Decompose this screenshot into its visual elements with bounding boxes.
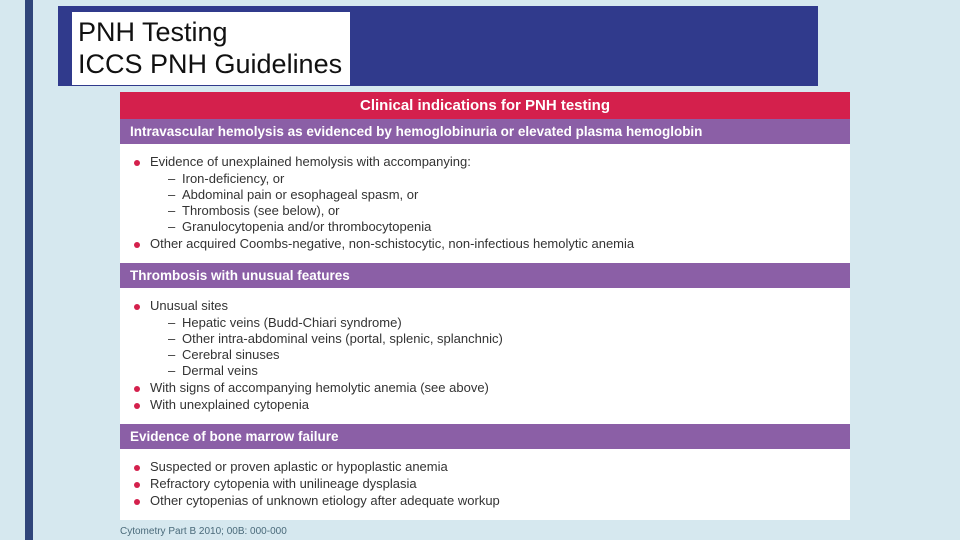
list-item: Other acquired Coombs-negative, non-schi…	[134, 236, 836, 251]
section-body-1: Unusual sites Hepatic veins (Budd-Chiari…	[120, 288, 850, 424]
sub-item: Abdominal pain or esophageal spasm, or	[168, 187, 836, 202]
section-header-1: Thrombosis with unusual features	[120, 263, 850, 288]
bullet-text: With unexplained cytopenia	[150, 397, 309, 412]
list-item: With unexplained cytopenia	[134, 397, 836, 412]
bullet-text: Other cytopenias of unknown etiology aft…	[150, 493, 500, 508]
list-item: With signs of accompanying hemolytic ane…	[134, 380, 836, 395]
sub-item: Other intra-abdominal veins (portal, spl…	[168, 331, 836, 346]
title-line2: ICCS PNH Guidelines	[78, 48, 342, 80]
sub-item: Cerebral sinuses	[168, 347, 836, 362]
bullet-text: Refractory cytopenia with unilineage dys…	[150, 476, 417, 491]
sub-item: Iron-deficiency, or	[168, 171, 836, 186]
bullet-text: Unusual sites	[150, 298, 228, 313]
bullet-text: With signs of accompanying hemolytic ane…	[150, 380, 489, 395]
sub-item: Thrombosis (see below), or	[168, 203, 836, 218]
sub-item: Hepatic veins (Budd-Chiari syndrome)	[168, 315, 836, 330]
list-item: Evidence of unexplained hemolysis with a…	[134, 154, 836, 234]
list-item: Other cytopenias of unknown etiology aft…	[134, 493, 836, 508]
section-body-0: Evidence of unexplained hemolysis with a…	[120, 144, 850, 263]
sub-item: Dermal veins	[168, 363, 836, 378]
bullet-text: Suspected or proven aplastic or hypoplas…	[150, 459, 448, 474]
sub-item: Granulocytopenia and/or thrombocytopenia	[168, 219, 836, 234]
section-header-2: Evidence of bone marrow failure	[120, 424, 850, 449]
bullet-text: Evidence of unexplained hemolysis with a…	[150, 154, 471, 169]
section-body-2: Suspected or proven aplastic or hypoplas…	[120, 449, 850, 520]
list-item: Unusual sites Hepatic veins (Budd-Chiari…	[134, 298, 836, 378]
sidebar-stripe	[25, 0, 33, 540]
citation-text: Cytometry Part B 2010; 00B: 000-000	[120, 526, 287, 537]
bullet-text: Other acquired Coombs-negative, non-schi…	[150, 236, 634, 251]
title-box: PNH Testing ICCS PNH Guidelines	[58, 6, 818, 86]
main-header: Clinical indications for PNH testing	[120, 92, 850, 119]
title-line1: PNH Testing	[78, 16, 342, 48]
section-header-0: Intravascular hemolysis as evidenced by …	[120, 119, 850, 144]
list-item: Suspected or proven aplastic or hypoplas…	[134, 459, 836, 474]
list-item: Refractory cytopenia with unilineage dys…	[134, 476, 836, 491]
content-panel: Clinical indications for PNH testing Int…	[120, 92, 850, 520]
slide-title: PNH Testing ICCS PNH Guidelines	[72, 12, 350, 85]
